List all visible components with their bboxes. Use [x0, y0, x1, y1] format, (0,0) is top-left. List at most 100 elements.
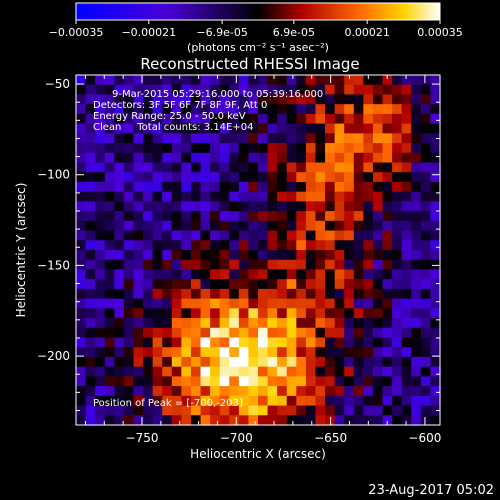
heatmap-cell	[219, 162, 230, 173]
heatmap-cell	[372, 386, 384, 397]
heatmap-cell	[286, 347, 297, 358]
heatmap-cell	[305, 123, 317, 134]
heatmap-cell	[401, 240, 412, 251]
heatmap-cell	[420, 240, 432, 251]
heatmap-cell	[305, 405, 317, 416]
heatmap-cell	[219, 337, 230, 348]
heatmap-cell	[315, 405, 326, 416]
heatmap-cell	[296, 133, 307, 144]
heatmap-cell	[238, 376, 250, 387]
heatmap-cell	[363, 337, 374, 348]
heatmap-cell	[420, 230, 432, 241]
heatmap-cell	[171, 405, 182, 416]
heatmap-cell	[334, 395, 345, 407]
heatmap-cell	[181, 259, 192, 271]
heatmap-cell	[219, 152, 230, 164]
heatmap-cell	[190, 386, 202, 397]
heatmap-cell	[210, 84, 221, 96]
heatmap-cell	[190, 152, 202, 164]
heatmap-cell	[85, 113, 96, 125]
heatmap-cell	[296, 123, 307, 134]
heatmap-cell	[152, 298, 163, 309]
heatmap-cell	[372, 240, 384, 251]
heatmap-cell	[95, 386, 106, 397]
y-tick-label: −50	[45, 77, 70, 91]
heatmap-cell	[104, 337, 115, 348]
heatmap-cell	[171, 395, 182, 407]
heatmap-cell	[382, 220, 393, 232]
heatmap-cell	[248, 308, 259, 319]
heatmap-cell	[363, 230, 374, 241]
heatmap-cell	[344, 113, 355, 125]
colorbar-tick-label: −0.00035	[49, 26, 104, 39]
heatmap-cell	[238, 162, 250, 173]
heatmap-cell	[229, 162, 240, 173]
heatmap-cell	[430, 113, 441, 125]
heatmap-cell	[248, 376, 259, 387]
heatmap-cell	[411, 405, 422, 416]
heatmap-cell	[162, 405, 173, 416]
heatmap-cell	[392, 220, 403, 232]
heatmap-cell	[277, 415, 288, 426]
x-tick-label: −700	[220, 431, 253, 445]
heatmap-cell	[286, 415, 297, 426]
heatmap-cell	[363, 298, 374, 309]
heatmap-cell	[420, 201, 432, 212]
heatmap-cell	[171, 318, 182, 329]
heatmap-cell	[210, 298, 221, 309]
heatmap-cell	[85, 259, 96, 271]
heatmap-cell	[258, 337, 269, 348]
heatmap-cell	[200, 366, 211, 377]
heatmap-cell	[162, 201, 173, 212]
heatmap-cell	[325, 356, 336, 368]
heatmap-cell	[133, 337, 144, 348]
heatmap-cell	[229, 279, 240, 290]
heatmap-cell	[401, 143, 412, 154]
heatmap-cell	[430, 386, 441, 397]
heatmap-cell	[171, 337, 182, 348]
heatmap-cell	[372, 250, 384, 261]
heatmap-cell	[190, 211, 202, 222]
heatmap-cell	[286, 366, 297, 377]
heatmap-cell	[104, 143, 115, 154]
heatmap-cell	[258, 298, 269, 309]
heatmap-cell	[171, 279, 182, 290]
heatmap-cell	[420, 113, 432, 125]
heatmap-cell	[190, 172, 202, 183]
heatmap-cell	[85, 337, 96, 348]
heatmap-cell	[210, 318, 221, 329]
heatmap-cell	[372, 75, 384, 86]
heatmap-cell	[114, 113, 125, 125]
heatmap-cell	[248, 337, 259, 348]
heatmap-cell	[401, 94, 412, 105]
heatmap-cell	[411, 172, 422, 183]
heatmap-cell	[152, 133, 163, 144]
heatmap-cell	[229, 386, 240, 397]
heatmap-cell	[344, 94, 355, 105]
heatmap-cell	[420, 288, 432, 300]
heatmap-cell	[382, 269, 393, 280]
heatmap-cell	[363, 415, 374, 426]
heatmap-cell	[210, 405, 221, 416]
heatmap-cell	[267, 415, 278, 426]
heatmap-cell	[344, 356, 355, 368]
heatmap-cell	[392, 269, 403, 280]
heatmap-cell	[305, 104, 317, 115]
heatmap-cell	[344, 337, 355, 348]
heatmap-cell	[248, 230, 259, 241]
heatmap-cell	[344, 211, 355, 222]
heatmap-cell	[334, 104, 345, 115]
heatmap-cell	[76, 104, 87, 115]
heatmap-cell	[248, 327, 259, 339]
heatmap-cell	[296, 191, 307, 202]
heatmap-cell	[286, 395, 297, 407]
heatmap-cell	[171, 288, 182, 300]
heatmap-cell	[353, 415, 364, 426]
heatmap-cell	[315, 386, 326, 397]
heatmap-cell	[353, 279, 364, 290]
heatmap-cell	[286, 75, 297, 86]
heatmap-cell	[267, 386, 278, 397]
heatmap-cell	[114, 279, 125, 290]
heatmap-cell	[76, 143, 87, 154]
heatmap-cell	[372, 337, 384, 348]
